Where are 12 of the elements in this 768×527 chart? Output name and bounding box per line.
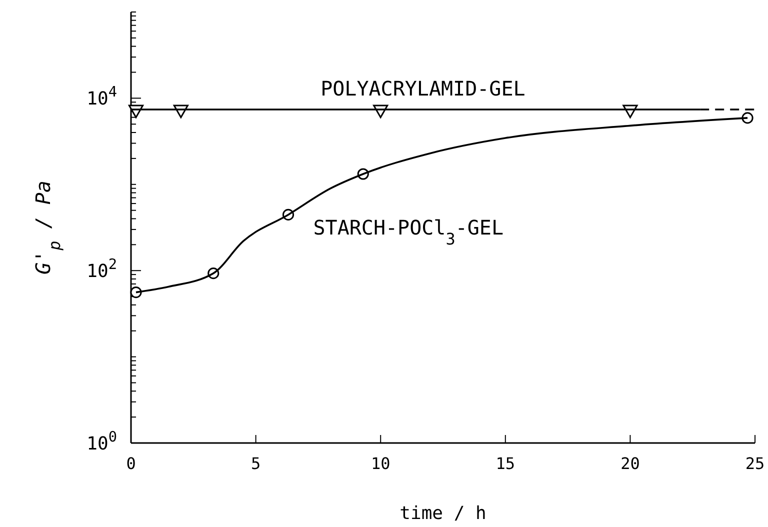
x-axis-title: time / h [400, 503, 486, 524]
y-tick-label: 10$^{0}$ [86, 429, 117, 454]
series-label: POLYACRYLAMID-GEL [320, 76, 526, 100]
x-tick-label: 15 [496, 454, 516, 473]
x-tick-label: 25 [745, 454, 765, 473]
series-label: STARCH-POCl$_{3}$-GEL [313, 216, 504, 248]
x-tick-label: 5 [250, 454, 261, 473]
x-tick-label: 20 [620, 454, 640, 473]
y-tick-label: 10$^{4}$ [86, 84, 117, 110]
x-tick-label: 10 [370, 454, 390, 473]
y-tick-label: 10$^{2}$ [86, 256, 117, 282]
x-tick-label: 0 [126, 454, 136, 473]
